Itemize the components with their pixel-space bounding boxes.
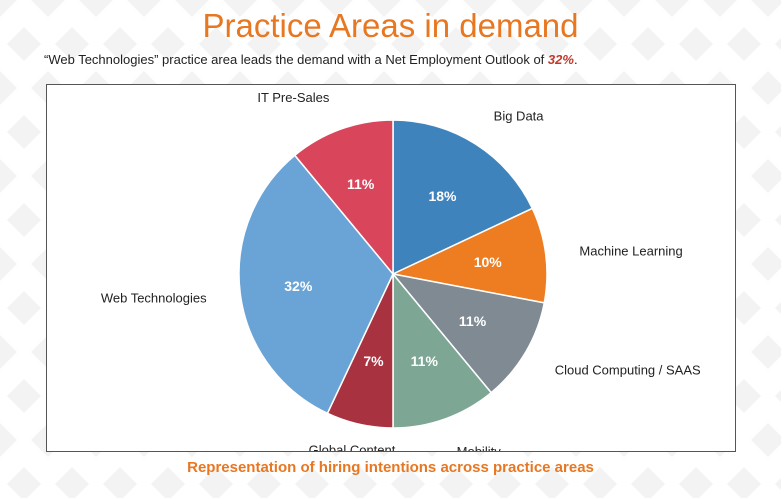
- slice-percent-label-mobility: 11%: [411, 353, 439, 369]
- pie-slice-it-pre-sales: [293, 119, 394, 277]
- chart-caption: Representation of hiring intentions acro…: [187, 459, 594, 476]
- pie-slice-web-technologies: [238, 154, 394, 415]
- pie-slice-cloud-computing-saas: [391, 272, 546, 394]
- chart-frame: 18% Big Data 10% Machine Learning 11% Cloud C…: [46, 84, 736, 452]
- slice-name-label-mobility: Mobility: [457, 444, 502, 451]
- subtitle-highlight: 32%: [547, 52, 574, 67]
- slice-name-label-machine-learning: Machine Learning: [579, 243, 682, 258]
- slice-name-label-big-data: Big Data: [494, 108, 545, 123]
- page-subtitle: “Web Technologies” practice area leads t…: [44, 52, 578, 67]
- subtitle-suffix: .: [573, 52, 578, 67]
- subtitle-prefix: “Web Technologies” practice area leads t…: [44, 52, 548, 67]
- slice-name-label-it-pre-sales: IT Pre-Sales: [257, 90, 330, 105]
- slice-percent-label-machine-learning: 10%: [474, 254, 503, 270]
- slice-name-label-cloud-computing-saas: Cloud Computing / SAAS: [555, 363, 701, 378]
- pie-slice-mobility: [392, 271, 493, 429]
- slice-percent-label-global-content-solutions: 7%: [363, 353, 384, 369]
- slice-percent-label-big-data: 18%: [428, 188, 457, 204]
- pie-chart: 18% Big Data 10% Machine Learning 11% Cloud C…: [101, 90, 701, 451]
- slice-name-label-web-technologies: Web Technologies: [101, 291, 207, 306]
- page-title: Practice Areas in demand: [202, 7, 579, 44]
- slice-percent-label-cloud-computing-saas: 11%: [459, 313, 487, 329]
- slice-name-label-global-content-solutions: Global ContentSolutions: [309, 442, 396, 451]
- slice-percent-label-web-technologies: 32%: [284, 278, 313, 294]
- slice-percent-label-it-pre-sales: 11%: [347, 176, 375, 192]
- pie-slice-big-data: [392, 119, 534, 276]
- pie-slice-machine-learning: [390, 207, 548, 304]
